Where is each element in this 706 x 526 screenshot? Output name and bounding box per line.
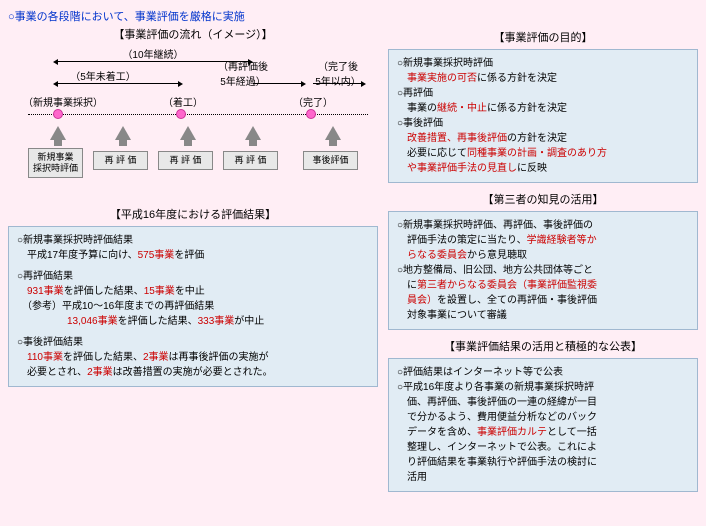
- tp-l6: 員会）を設置し、全ての再評価・事後評価: [397, 293, 689, 308]
- pub-l6: 整理し、インターネットで公表。これによ: [397, 440, 689, 455]
- pub-l2: ○平成16年度より各事業の新規事業採択時評: [397, 380, 689, 395]
- publication-box: ○評価結果はインターネット等で公表 ○平成16年度より各事業の新規事業採択時評 …: [388, 358, 698, 492]
- milestone-adopt-label: （新規事業採択）: [23, 94, 103, 109]
- up-arrow-5: [325, 126, 341, 140]
- tp-l3: らなる委員会から意見聴取: [397, 248, 689, 263]
- left-column: 【事業評価の流れ（イメージ）】 （10年継続） （5年未着工） （再評価後 5年…: [8, 22, 378, 387]
- up-arrow-3: [180, 126, 196, 140]
- flow-diagram: （10年継続） （5年未着工） （再評価後 5年経過） （完了後 5年以内） （…: [8, 46, 378, 186]
- results-line3: ○再評価結果: [17, 269, 369, 284]
- milestone-complete-label: （完了）: [288, 94, 338, 109]
- tp-l7: 対象事業について審議: [397, 308, 689, 323]
- up-arrow-2: [115, 126, 131, 140]
- pub-l5: データを含め、事業評価カルテとして一括: [397, 425, 689, 440]
- third-party-title: 【第三者の知見の活用】: [388, 191, 698, 207]
- purpose-l4: 事業の継続・中止に係る方針を決定: [397, 101, 689, 116]
- arrow-after-reeval: [253, 83, 301, 84]
- purpose-l3: ○再評価: [397, 86, 689, 101]
- milestone-start-dot: [176, 109, 186, 122]
- results-title: 【平成16年度における評価結果】: [8, 206, 378, 222]
- purpose-title: 【事業評価の目的】: [388, 29, 698, 45]
- results-line4: 931事業を評価した結果、15事業を中止: [17, 284, 369, 299]
- results-box: ○新規事業採択時評価結果 平成17年度予算に向け、575事業を評価 ○再評価結果…: [8, 226, 378, 387]
- results-line9: 必要とされ、2事業は改善措置の実施が必要とされた。: [17, 365, 369, 380]
- results-line8: 110事業を評価した結果、2事業は再事後評価の実施が: [17, 350, 369, 365]
- arrow-5year: [58, 83, 178, 84]
- milestone-adopt-dot: [53, 109, 63, 122]
- pub-l7: り評価結果を事業執行や評価手法の検討に: [397, 455, 689, 470]
- milestone-start-label: （着工）: [158, 94, 208, 109]
- results-line1: ○新規事業採択時評価結果: [17, 233, 369, 248]
- purpose-l6: 改善措置、再事後評価の方針を決定: [397, 131, 689, 146]
- eval-box-5: 事後評価: [303, 151, 358, 170]
- span-ten-year: （10年継続）: [113, 46, 193, 61]
- purpose-l8: や事業評価手法の見直しに反映: [397, 161, 689, 176]
- tp-l2: 評価手法の策定に当たり、学識経験者等か: [397, 233, 689, 248]
- third-party-box: ○新規事業採択時評価、再評価、事後評価の 評価手法の策定に当たり、学識経験者等か…: [388, 211, 698, 330]
- tp-l1: ○新規事業採択時評価、再評価、事後評価の: [397, 218, 689, 233]
- results-line5: （参考）平成10～16年度までの再評価結果: [17, 299, 369, 314]
- results-line2: 平成17年度予算に向け、575事業を評価: [17, 248, 369, 263]
- purpose-l5: ○事後評価: [397, 116, 689, 131]
- eval-box-1: 新規事業 採択時評価: [28, 148, 83, 178]
- pub-l1: ○評価結果はインターネット等で公表: [397, 365, 689, 380]
- right-column: 【事業評価の目的】 ○新規事業採択時評価 事業実施の可否に係る方針を決定 ○再評…: [388, 25, 698, 500]
- results-line6: 13,046事業を評価した結果、333事業が中止: [17, 314, 369, 329]
- pub-l4: で分かるよう、費用便益分析などのバック: [397, 410, 689, 425]
- up-arrow-4: [245, 126, 261, 140]
- flow-title: 【事業評価の流れ（イメージ）】: [8, 26, 378, 42]
- purpose-l7: 必要に応じて同種事業の計画・調査のあり方: [397, 146, 689, 161]
- pub-l3: 価、再評価、事後評価の一連の経緯が一目: [397, 395, 689, 410]
- up-arrow-1: [50, 126, 66, 140]
- results-line7: ○事後評価結果: [17, 335, 369, 350]
- publication-title: 【事業評価結果の活用と積極的な公表】: [388, 338, 698, 354]
- tp-l5: に第三者からなる委員会（事業評価監視委: [397, 278, 689, 293]
- eval-box-4: 再 評 価: [223, 151, 278, 170]
- flow-baseline: [28, 114, 368, 115]
- purpose-l1: ○新規事業採択時評価: [397, 56, 689, 71]
- purpose-box: ○新規事業採択時評価 事業実施の可否に係る方針を決定 ○再評価 事業の継続・中止…: [388, 49, 698, 183]
- arrow-after-complete: [313, 83, 361, 84]
- tp-l4: ○地方整備局、旧公団、地方公共団体等ごと: [397, 263, 689, 278]
- eval-box-2: 再 評 価: [93, 151, 148, 170]
- pub-l8: 活用: [397, 470, 689, 485]
- milestone-complete-dot: [306, 109, 316, 122]
- eval-box-3: 再 評 価: [158, 151, 213, 170]
- span-five-year: （5年未着工）: [63, 68, 143, 83]
- purpose-l2: 事業実施の可否に係る方針を決定: [397, 71, 689, 86]
